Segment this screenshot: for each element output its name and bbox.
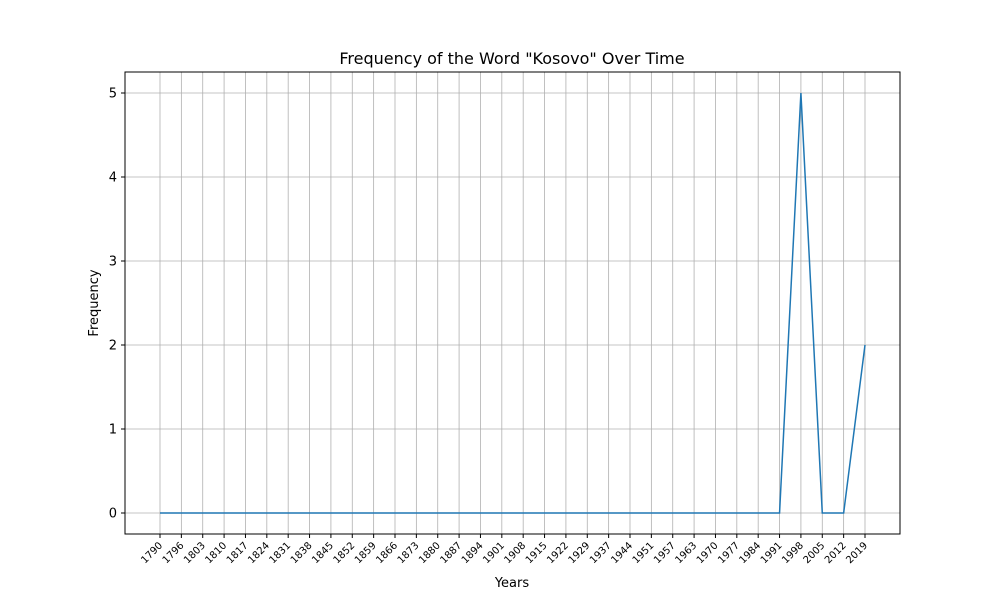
x-tick-label: 1824 — [246, 540, 272, 566]
x-tick-label: 1963 — [673, 540, 699, 566]
y-tick-label: 0 — [109, 507, 117, 522]
series-line — [160, 92, 866, 514]
plot-frame — [124, 71, 901, 535]
x-tick-label: 1915 — [524, 540, 550, 566]
y-tick-label: 3 — [109, 255, 117, 270]
x-tick-label: 1810 — [203, 540, 229, 566]
x-tick-label: 1951 — [631, 540, 657, 566]
x-tick-label: 1887 — [438, 540, 464, 566]
x-tick-label: 2012 — [823, 540, 849, 566]
y-tick-label: 5 — [109, 87, 117, 102]
x-tick-label: 1880 — [417, 540, 443, 566]
x-tick-label: 1977 — [716, 540, 742, 566]
x-tick-label: 1866 — [374, 540, 400, 566]
x-tick-label: 1957 — [652, 540, 678, 566]
x-tick-label: 1859 — [353, 540, 379, 566]
x-tick-label: 1944 — [609, 540, 635, 566]
x-tick-label: 1873 — [396, 540, 422, 566]
x-tick-label: 1991 — [759, 540, 785, 566]
grid — [125, 72, 900, 534]
y-tick-label: 2 — [109, 339, 117, 354]
x-tick-label: 2019 — [844, 540, 870, 566]
x-tick-label: 1838 — [289, 540, 315, 566]
x-tick-label: 1796 — [161, 540, 187, 566]
x-tick-label: 1852 — [332, 540, 358, 566]
x-axis-label: Years — [494, 576, 530, 591]
x-tick-label: 1901 — [481, 540, 507, 566]
y-tick-label: 4 — [109, 171, 117, 186]
x-tick-label: 1790 — [139, 540, 165, 566]
x-tick-label: 1803 — [182, 540, 208, 566]
y-axis: 0 1 2 3 4 5 — [109, 87, 125, 522]
x-tick-label: 1894 — [460, 540, 486, 566]
x-tick-label: 1998 — [780, 540, 806, 566]
chart-title: Frequency of the Word "Kosovo" Over Time — [339, 49, 684, 68]
x-tick-label: 1937 — [588, 540, 614, 566]
x-tick-label: 2005 — [802, 540, 828, 566]
x-tick-label: 1922 — [545, 540, 571, 566]
x-tick-label: 1984 — [738, 540, 764, 566]
x-tick-label: 1831 — [268, 540, 294, 566]
x-tick-label: 1908 — [503, 540, 529, 566]
y-axis-label: Frequency — [87, 269, 102, 336]
x-tick-label: 1970 — [695, 540, 721, 566]
y-tick-label: 1 — [109, 423, 117, 438]
x-axis: 1790179618031810181718241831183818451852… — [139, 534, 870, 566]
x-tick-label: 1845 — [310, 540, 336, 566]
x-tick-label: 1817 — [225, 540, 251, 566]
x-tick-label: 1929 — [567, 540, 593, 566]
